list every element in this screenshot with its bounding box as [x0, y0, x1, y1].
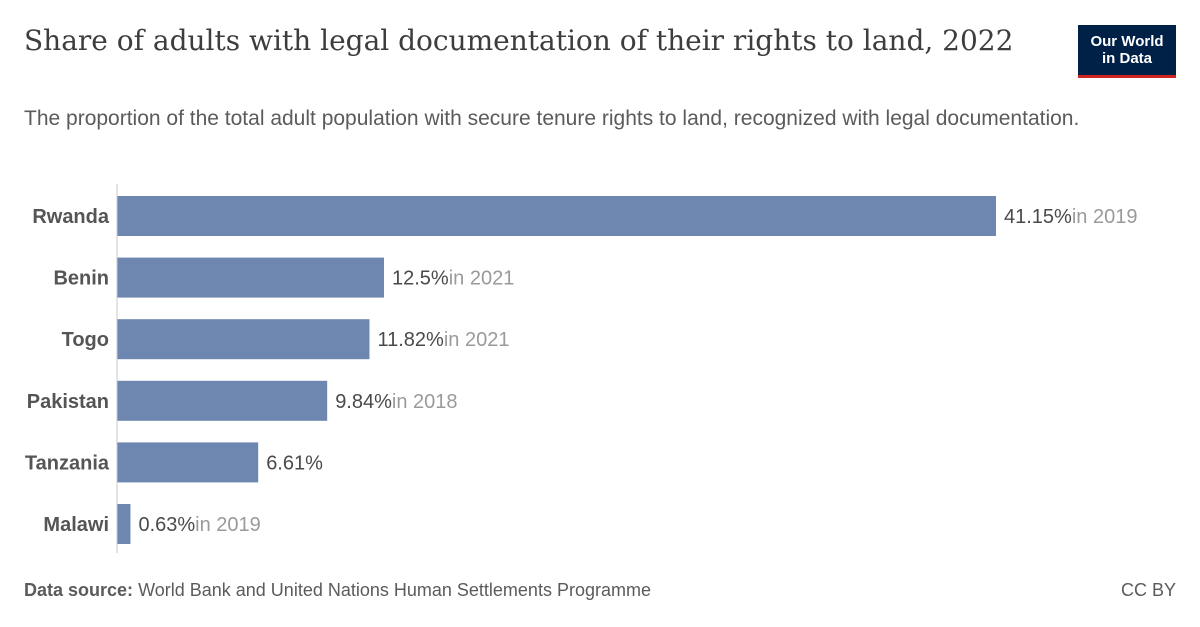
value-label-malawi: 0.63%in 2019 — [138, 514, 260, 536]
logo-line-1: Our World — [1090, 33, 1164, 50]
category-label-togo: Togo — [62, 329, 109, 351]
category-label-rwanda: Rwanda — [32, 206, 110, 228]
chart-title: Share of adults with legal documentation… — [24, 24, 1014, 57]
category-label-malawi: Malawi — [43, 514, 109, 536]
owid-logo[interactable]: Our World in Data — [1078, 25, 1176, 78]
category-label-pakistan: Pakistan — [27, 391, 109, 413]
license-link[interactable]: CC BY — [1120, 580, 1176, 600]
bar-chart: Rwanda 41.15%in 2019 Benin 12.5%in 2021 Togo… — [25, 184, 1137, 553]
chart-subtitle: The proportion of the total adult popula… — [24, 107, 1080, 130]
bar-malawi[interactable] — [117, 504, 131, 544]
logo-line-2: in Data — [1101, 50, 1152, 67]
bar-tanzania[interactable] — [117, 442, 259, 483]
bar-pakistan[interactable] — [117, 380, 328, 421]
bar-rwanda[interactable] — [117, 196, 996, 236]
value-label-pakistan: 9.84%in 2018 — [335, 391, 457, 413]
data-source: Data source: World Bank and United Natio… — [24, 580, 651, 601]
category-label-tanzania: Tanzania — [25, 452, 110, 474]
bar-togo[interactable] — [117, 319, 370, 360]
value-label-rwanda: 41.15%in 2019 — [1004, 206, 1137, 228]
bar-benin[interactable] — [117, 257, 385, 298]
data-source-label: Data source: — [24, 580, 134, 600]
data-source-text[interactable]: World Bank and United Nations Human Sett… — [138, 580, 651, 600]
value-label-benin: 12.5%in 2021 — [392, 268, 514, 290]
category-label-benin: Benin — [53, 268, 109, 290]
value-label-tanzania: 6.61% — [266, 452, 323, 474]
value-label-togo: 11.82%in 2021 — [377, 329, 509, 351]
